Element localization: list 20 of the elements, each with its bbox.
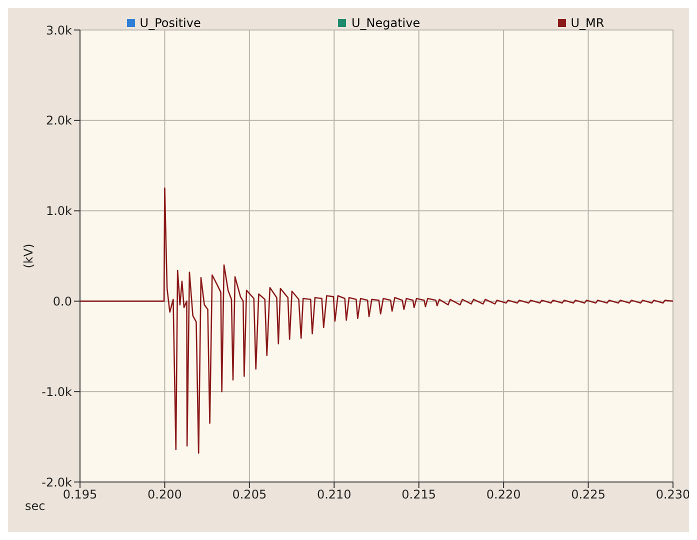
legend-label: U_Negative	[351, 16, 420, 30]
y-tick-label: 3.0k	[46, 23, 72, 38]
line-series	[80, 188, 673, 454]
legend-label: U_MR	[570, 16, 604, 30]
x-tick-label: 0.225	[571, 488, 606, 502]
x-tick-label: 0.200	[148, 488, 182, 502]
x-tick-label: 0.220	[486, 488, 521, 502]
x-tick-label: 0.205	[232, 488, 267, 502]
y-tick-label: -2.0k	[42, 475, 72, 490]
y-axis-title: (kV)	[21, 244, 36, 268]
legend-label: U_Positive	[140, 16, 201, 30]
x-axis-title: sec	[25, 499, 46, 513]
y-tick-label: 1.0k	[46, 204, 72, 218]
y-tick-label: 2.0k	[46, 114, 72, 128]
x-tick-label: 0.195	[62, 488, 98, 502]
y-tick-label: -1.0k	[42, 384, 72, 399]
x-tick-label: 0.210	[316, 488, 352, 502]
x-tick-label: 0.230	[656, 488, 690, 502]
y-tick-label: 0.0	[52, 294, 72, 308]
x-tick-label: 0.215	[402, 488, 436, 502]
